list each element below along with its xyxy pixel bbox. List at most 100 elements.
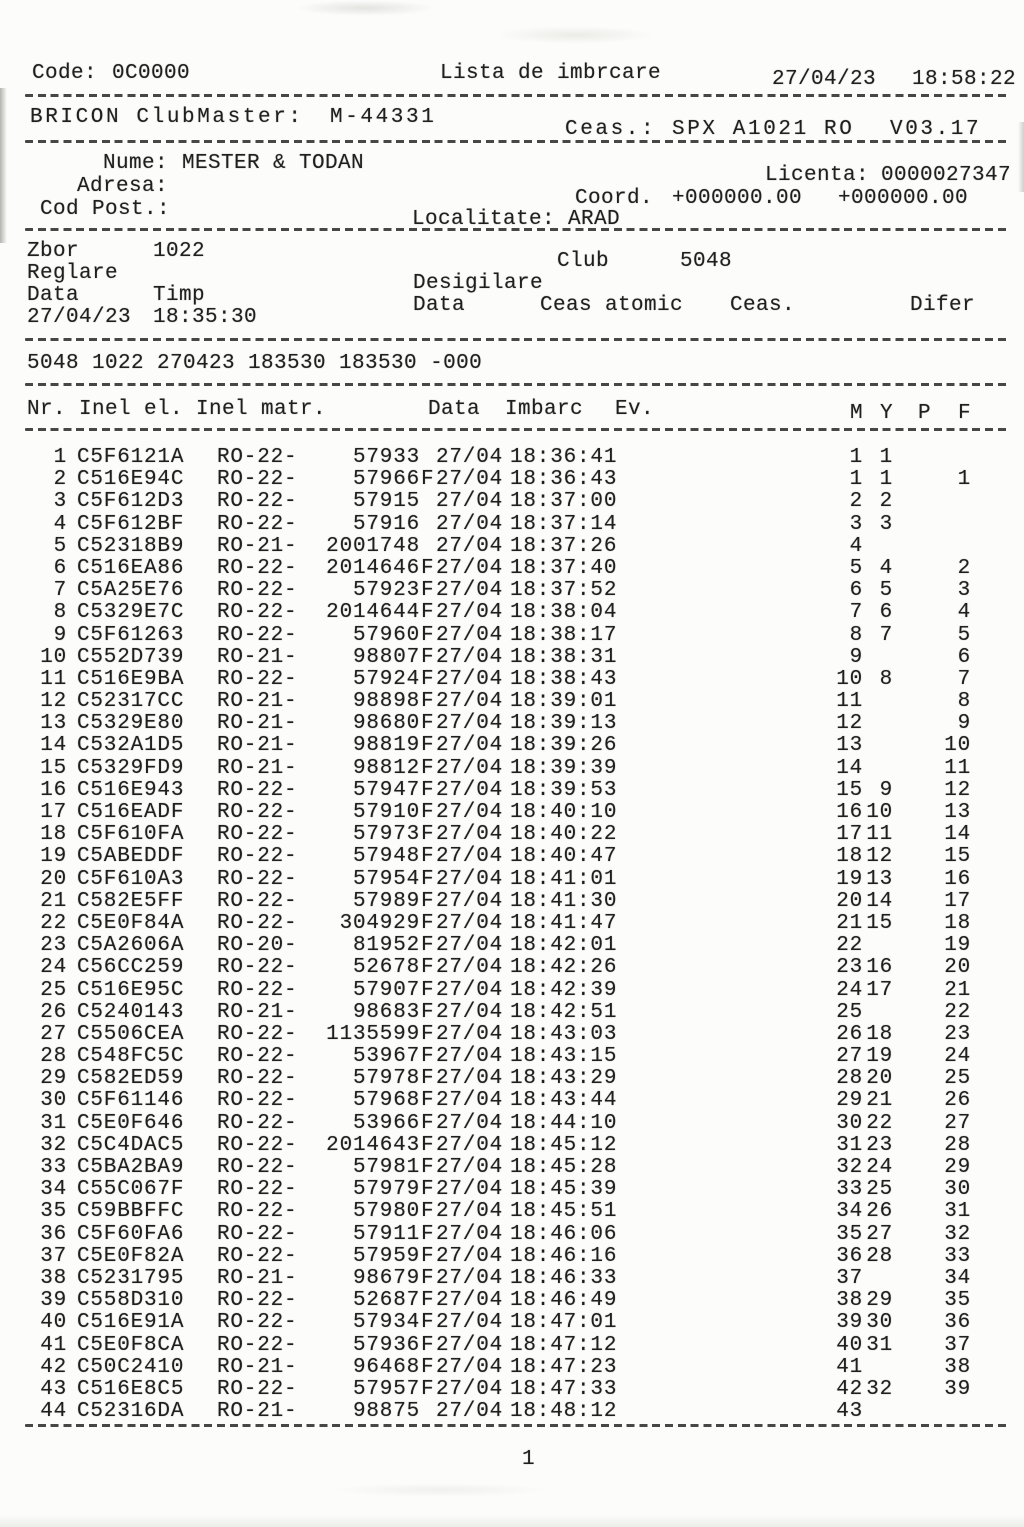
basketing-date: 27/04 [436,623,504,647]
basketing-date: 27/04 [436,1200,504,1224]
y-count: 9 [879,778,893,802]
ring-number: 57907 [352,978,420,1002]
ring-series: RO-21- [217,645,298,669]
ring-series: RO-22- [217,823,298,847]
f-count: 35 [944,1289,971,1313]
f-count: 28 [944,1133,971,1157]
basketing-date: 27/04 [436,778,504,802]
row-number: 22 [40,911,67,935]
scan-smudge [295,0,435,16]
reglare-timp-label: Timp [153,284,206,307]
row-number: 36 [40,1222,67,1246]
ring-number: 57947 [352,778,420,802]
f-count: 11 [944,756,971,780]
table-row: 23 C5A2606A RO-20- 81952 F 27/04 18:42:0… [0,934,1024,958]
ring-number: 57989 [352,889,420,913]
table-row: 43 C516E8C5 RO-22- 57957 F 27/04 18:47:3… [0,1377,1024,1401]
m-count: 16 [836,801,863,824]
ring-number: 96468 [352,1355,420,1379]
ring-series: RO-22- [217,978,298,1002]
ring-f-flag: F [421,1266,435,1290]
electronic-ring-id: C5E0F82A [77,1244,185,1268]
basketing-time: 18:37:00 [510,490,618,514]
basketing-time: 18:39:39 [510,756,618,780]
electronic-ring-id: C5231795 [77,1266,185,1290]
f-count: 32 [944,1222,971,1246]
col-header-imbarc: Imbarc [505,398,584,421]
ring-series: RO-22- [217,1200,298,1224]
basketing-time: 18:41:47 [510,911,618,935]
ring-number: 57957 [352,1377,420,1401]
y-count: 18 [866,1022,893,1046]
basketing-date: 27/04 [436,1089,504,1113]
code-value: 0C0000 [112,62,191,85]
electronic-ring-id: C5ABEDDF [77,845,185,869]
ring-f-flag: F [421,1089,435,1113]
table-row: 36 C5F60FA6 RO-22- 57911 F 27/04 18:46:0… [0,1222,1024,1246]
ring-f-flag: F [421,1067,435,1091]
ring-series: RO-22- [217,1022,298,1046]
ring-series: RO-22- [217,911,298,935]
row-number: 10 [40,645,67,669]
row-number: 14 [40,734,67,758]
scan-smudge [495,26,655,44]
table-row: 40 C516E91A RO-22- 57934 F 27/04 18:47:0… [0,1311,1024,1335]
reglare-data-value: 27/04/23 [27,306,132,329]
table-row: 20 C5F610A3 RO-22- 57954 F 27/04 18:41:0… [0,867,1024,891]
electronic-ring-id: C5F6121A [77,446,185,469]
reglare-columns-line: Data Timp Data Ceas atomic Ceas. Difer [0,284,1024,317]
ring-series: RO-22- [217,579,298,603]
f-count: 15 [944,845,971,869]
divider [25,1424,1010,1427]
basketing-time: 18:37:14 [510,512,618,536]
electronic-ring-id: C516E94C [77,468,185,492]
basketing-date: 27/04 [436,867,504,891]
y-count: 29 [866,1289,893,1313]
basketing-date: 27/04 [436,934,504,958]
f-count: 34 [944,1266,971,1290]
electronic-ring-id: C52316DA [77,1400,185,1424]
coord-value-1: +000000.00 [672,187,803,210]
table-row: 30 C5F61146 RO-22- 57968 F 27/04 18:43:4… [0,1089,1024,1113]
ring-f-flag: F [421,468,435,492]
reglare-timp-value: 18:35:30 [153,306,258,329]
ring-series: RO-22- [217,1311,298,1335]
electronic-ring-id: C5F610A3 [77,867,185,891]
row-number: 17 [40,801,67,824]
table-row: 15 C5329FD9 RO-21- 98812 F 27/04 18:39:3… [0,756,1024,780]
row-number: 7 [53,579,67,603]
table-row: 10 C552D739 RO-21- 98807 F 27/04 18:38:3… [0,645,1024,669]
ring-f-flag: F [421,667,435,691]
licenta-label: Licenta: [765,164,870,187]
ring-number: 57954 [352,867,420,891]
ring-f-flag: F [421,623,435,647]
basketing-date: 27/04 [436,490,504,514]
basketing-date: 27/04 [436,911,504,935]
ring-f-flag: F [421,1200,435,1224]
electronic-ring-id: C59BBFFC [77,1200,185,1224]
electronic-ring-id: C582ED59 [77,1067,185,1091]
table-row: 4 C5F612BF RO-22- 57916 27/04 18:37:14 3… [0,512,1024,536]
divider [25,338,1010,341]
f-count: 7 [957,667,971,691]
y-count: 15 [866,911,893,935]
electronic-ring-id: C582E5FF [77,889,185,913]
basketing-date: 27/04 [436,512,504,536]
summary-value: 5048 1022 270423 183530 183530 -000 [27,352,483,375]
ring-number: 81952 [352,934,420,958]
basketing-date: 27/04 [436,823,504,847]
basketing-date: 27/04 [436,1355,504,1379]
basketing-date: 27/04 [436,756,504,780]
ring-number: 98683 [352,1000,420,1024]
localitate-value: ARAD [568,208,621,231]
ring-number: 57973 [352,823,420,847]
f-count: 31 [944,1200,971,1224]
electronic-ring-id: C516E91A [77,1311,185,1335]
basketing-date: 27/04 [436,1133,504,1157]
m-count: 15 [836,778,863,802]
ring-series: RO-21- [217,1400,298,1424]
y-count: 22 [866,1111,893,1135]
ring-f-flag: F [421,1244,435,1268]
m-count: 18 [836,845,863,869]
ring-f-flag: F [421,1022,435,1046]
